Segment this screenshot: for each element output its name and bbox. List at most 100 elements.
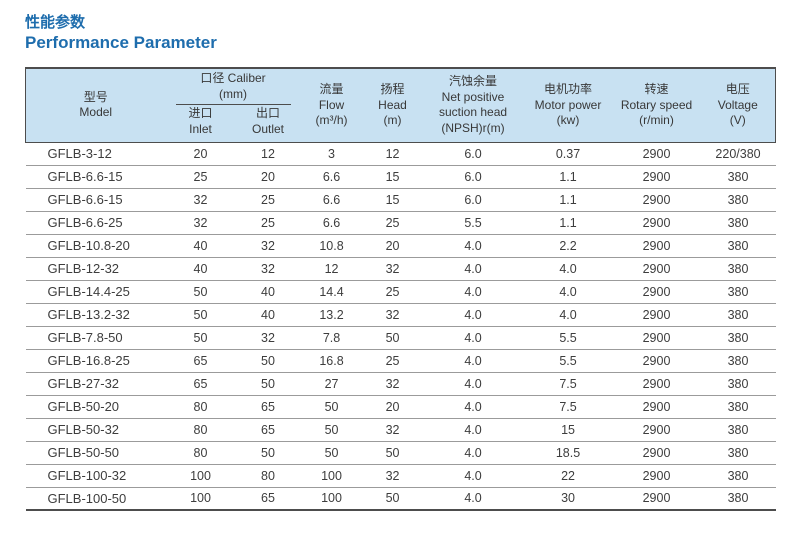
- cell-outlet: 65: [235, 418, 301, 442]
- motor-power-unit: (kw): [556, 113, 580, 128]
- flow-label-en: Flow: [318, 97, 345, 112]
- cell-outlet: 12: [235, 142, 301, 166]
- cell-head: 15: [362, 165, 423, 189]
- cell-outlet: 65: [235, 395, 301, 419]
- cell-motor-power: 5.5: [523, 349, 613, 373]
- table-row: GFLB-100-32 100 80 100 32 4.0 22 2900 380: [25, 464, 776, 488]
- cell-npsh: 4.0: [422, 464, 524, 488]
- cell-motor-power: 4.0: [523, 303, 613, 327]
- cell-model: GFLB-14.4-25: [25, 280, 166, 304]
- cell-outlet: 25: [235, 211, 301, 235]
- cell-rotary-speed: 2900: [612, 257, 701, 281]
- rotary-speed-label-en: Rotary speed: [620, 97, 693, 112]
- cell-npsh: 4.0: [422, 487, 524, 512]
- cell-motor-power: 4.0: [523, 280, 613, 304]
- cell-flow: 12: [300, 257, 363, 281]
- table-row: GFLB-3-12 20 12 3 12 6.0 0.37 2900 220/380: [25, 142, 776, 166]
- table-body: GFLB-3-12 20 12 3 12 6.0 0.37 2900 220/380 GFLB-6…: [25, 142, 776, 512]
- cell-model: GFLB-16.8-25: [25, 349, 166, 373]
- page-title-zh: 性能参数: [25, 14, 86, 31]
- col-header-model: 型号 Model: [25, 67, 166, 143]
- cell-head: 50: [362, 487, 423, 512]
- cell-outlet: 50: [235, 349, 301, 373]
- cell-model: GFLB-100-32: [25, 464, 166, 488]
- cell-voltage: 220/380: [700, 142, 776, 166]
- cell-flow: 7.8: [300, 326, 363, 350]
- cell-rotary-speed: 2900: [612, 395, 701, 419]
- performance-parameter-table: 型号 Model 口径 Caliber (mm) 流量 Flow (m³/h) …: [25, 67, 777, 512]
- cell-head: 20: [362, 234, 423, 258]
- table-row: GFLB-100-50 100 65 100 50 4.0 30 2900 380: [25, 487, 776, 512]
- cell-voltage: 380: [700, 487, 776, 512]
- head-label-zh: 扬程: [380, 82, 405, 97]
- cell-motor-power: 5.5: [523, 326, 613, 350]
- cell-npsh: 4.0: [422, 257, 524, 281]
- cell-inlet: 65: [165, 349, 236, 373]
- cell-rotary-speed: 2900: [612, 487, 701, 512]
- cell-voltage: 380: [700, 303, 776, 327]
- cell-flow: 10.8: [300, 234, 363, 258]
- page-title-en: Performance Parameter: [25, 33, 217, 52]
- cell-model: GFLB-27-32: [25, 372, 166, 396]
- cell-voltage: 380: [700, 188, 776, 212]
- cell-inlet: 80: [165, 418, 236, 442]
- head-label-en: Head: [378, 97, 407, 112]
- cell-npsh: 4.0: [422, 280, 524, 304]
- cell-flow: 6.6: [300, 165, 363, 189]
- inlet-label-zh: 进口: [188, 106, 213, 121]
- cell-npsh: 4.0: [422, 418, 524, 442]
- table-row: GFLB-13.2-32 50 40 13.2 32 4.0 4.0 2900 380: [25, 303, 776, 327]
- outlet-label-en: Outlet: [252, 122, 285, 137]
- cell-motor-power: 0.37: [523, 142, 613, 166]
- cell-outlet: 20: [235, 165, 301, 189]
- cell-voltage: 380: [700, 441, 776, 465]
- cell-rotary-speed: 2900: [612, 349, 701, 373]
- cell-inlet: 32: [165, 211, 236, 235]
- cell-flow: 50: [300, 441, 363, 465]
- table-row: GFLB-6.6-15 25 20 6.6 15 6.0 1.1 2900 380: [25, 165, 776, 189]
- table-row: GFLB-6.6-15 32 25 6.6 15 6.0 1.1 2900 380: [25, 188, 776, 212]
- cell-voltage: 380: [700, 372, 776, 396]
- col-header-rotary-speed: 转速 Rotary speed (r/min): [612, 67, 701, 143]
- cell-voltage: 380: [700, 464, 776, 488]
- cell-head: 32: [362, 303, 423, 327]
- cell-npsh: 4.0: [422, 441, 524, 465]
- col-header-head: 扬程 Head (m): [362, 67, 423, 143]
- cell-model: GFLB-12-32: [25, 257, 166, 281]
- cell-motor-power: 22: [523, 464, 613, 488]
- flow-label-zh: 流量: [319, 82, 344, 97]
- cell-voltage: 380: [700, 326, 776, 350]
- cell-rotary-speed: 2900: [612, 326, 701, 350]
- cell-outlet: 40: [235, 280, 301, 304]
- cell-rotary-speed: 2900: [612, 303, 701, 327]
- cell-outlet: 40: [235, 303, 301, 327]
- cell-inlet: 80: [165, 441, 236, 465]
- cell-voltage: 380: [700, 349, 776, 373]
- model-label-en: Model: [79, 105, 113, 120]
- cell-inlet: 50: [165, 280, 236, 304]
- cell-voltage: 380: [700, 418, 776, 442]
- cell-flow: 27: [300, 372, 363, 396]
- cell-head: 32: [362, 418, 423, 442]
- table-row: GFLB-16.8-25 65 50 16.8 25 4.0 5.5 2900 380: [25, 349, 776, 373]
- cell-rotary-speed: 2900: [612, 441, 701, 465]
- cell-model: GFLB-50-32: [25, 418, 166, 442]
- caliber-label: 口径 Caliber: [200, 71, 266, 86]
- cell-npsh: 4.0: [422, 326, 524, 350]
- cell-model: GFLB-7.8-50: [25, 326, 166, 350]
- cell-head: 25: [362, 349, 423, 373]
- cell-motor-power: 18.5: [523, 441, 613, 465]
- cell-model: GFLB-50-50: [25, 441, 166, 465]
- motor-power-label-zh: 电机功率: [544, 82, 593, 97]
- col-header-outlet: 出口 Outlet: [235, 105, 301, 143]
- cell-voltage: 380: [700, 234, 776, 258]
- cell-inlet: 40: [165, 234, 236, 258]
- cell-rotary-speed: 2900: [612, 372, 701, 396]
- cell-rotary-speed: 2900: [612, 142, 701, 166]
- cell-motor-power: 7.5: [523, 372, 613, 396]
- cell-outlet: 32: [235, 326, 301, 350]
- cell-rotary-speed: 2900: [612, 211, 701, 235]
- cell-outlet: 50: [235, 372, 301, 396]
- page-title-block: 性能参数 Performance Parameter: [0, 0, 800, 53]
